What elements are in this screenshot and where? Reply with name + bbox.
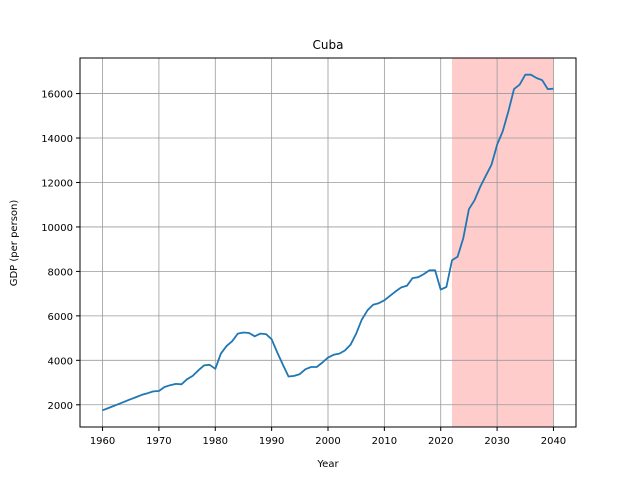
x-tick-label: 1960 — [90, 436, 115, 447]
gdp-series-line — [102, 73, 554, 412]
y-tick-label: 10000 — [41, 223, 73, 234]
y-tick-label: 8000 — [48, 267, 73, 278]
plot-area: 1960 1970 1980 1990 2000 2010 2020 2030 2040 2000… — [41, 57, 577, 447]
chart-title: Cuba — [313, 38, 344, 52]
x-tick-label: 2040 — [541, 436, 566, 447]
x-tick-label: 2010 — [372, 436, 397, 447]
x-tick-label: 1980 — [203, 436, 228, 447]
y-tick-label: 4000 — [48, 356, 73, 367]
y-tick-label: 16000 — [41, 90, 73, 101]
x-tick-label: 2020 — [428, 436, 453, 447]
x-tick-label: 2000 — [315, 436, 340, 447]
y-tick-label: 12000 — [41, 178, 73, 189]
x-tick-label: 1970 — [146, 436, 171, 447]
x-axis-label: Year — [316, 459, 339, 470]
y-tick-label: 14000 — [41, 134, 73, 145]
y-tick-label: 2000 — [48, 401, 73, 412]
y-tick-label: 6000 — [48, 312, 73, 323]
x-tick-label: 1990 — [259, 436, 284, 447]
forecast-shaded-region — [452, 58, 554, 427]
y-axis-label: GDP (per person) — [9, 200, 20, 287]
x-tick-label: 2030 — [484, 436, 509, 447]
